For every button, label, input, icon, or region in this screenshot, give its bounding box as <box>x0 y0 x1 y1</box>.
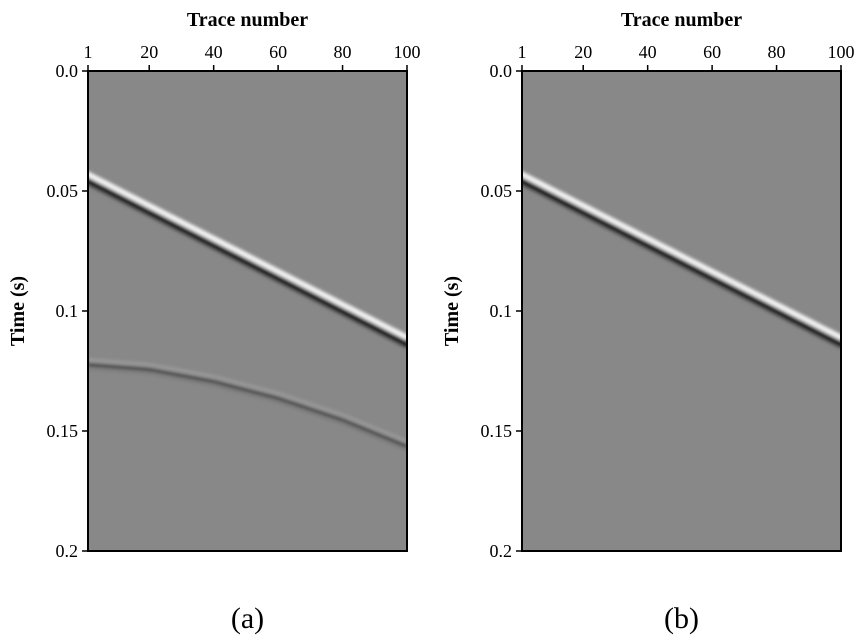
x-axis-title: Trace number <box>621 9 742 31</box>
y-tick-label: 0.05 <box>481 181 513 201</box>
seismic-event-2 <box>88 358 407 452</box>
x-tick-label: 60 <box>269 42 287 62</box>
x-tick-label: 60 <box>703 42 721 62</box>
x-tick-label: 20 <box>574 42 592 62</box>
y-tick-label: 0.15 <box>47 421 79 441</box>
y-tick-label: 0.0 <box>490 61 513 81</box>
x-tick-label: 80 <box>334 42 352 62</box>
x-tick-label: 80 <box>768 42 786 62</box>
y-tick-label: 0.1 <box>56 301 79 321</box>
y-axis-title: Time (s) <box>7 276 29 346</box>
y-tick-label: 0.0 <box>56 61 79 81</box>
seismic-event-1 <box>88 171 407 350</box>
x-tick-label: 40 <box>639 42 657 62</box>
seismic-event-1 <box>522 171 841 350</box>
y-tick-label: 0.1 <box>490 301 513 321</box>
x-axis-title: Trace number <box>187 9 308 31</box>
x-tick-label: 1 <box>518 42 527 62</box>
x-tick-label: 40 <box>205 42 223 62</box>
panel-caption: (a) <box>231 602 264 635</box>
y-tick-label: 0.05 <box>47 181 79 201</box>
x-tick-label: 100 <box>394 42 421 62</box>
panel-caption: (b) <box>664 602 699 635</box>
x-tick-label: 20 <box>140 42 158 62</box>
y-tick-label: 0.15 <box>481 421 513 441</box>
y-tick-label: 0.2 <box>56 541 79 561</box>
x-tick-label: 100 <box>828 42 855 62</box>
y-tick-label: 0.2 <box>490 541 513 561</box>
panel-b: 1 20 40 60 80 100 0.0 0.05 0.1 0.15 0.2 Trace numbe… <box>441 9 855 635</box>
panel-a: 1 20 40 60 80 100 0.0 0.05 0.1 0.15 0.2 Trace numbe… <box>7 9 421 635</box>
y-axis-title: Time (s) <box>441 276 463 346</box>
x-tick-label: 1 <box>84 42 93 62</box>
